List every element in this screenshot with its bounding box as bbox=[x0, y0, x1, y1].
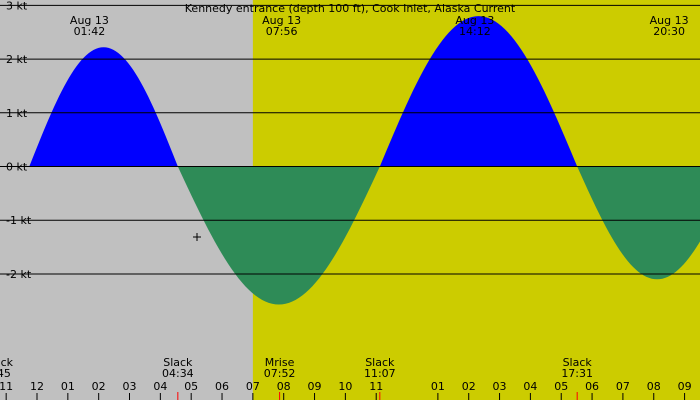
hour-tick-label: 09 bbox=[678, 380, 692, 393]
peak-date-label: Aug 13 bbox=[262, 14, 301, 27]
event-time-label: 17:31 bbox=[561, 367, 593, 380]
hour-tick-label: 01 bbox=[61, 380, 75, 393]
hour-tick-label: 01 bbox=[431, 380, 445, 393]
hour-tick-label: 04 bbox=[523, 380, 537, 393]
hour-tick-label: 02 bbox=[92, 380, 106, 393]
y-tick-label: 2 kt bbox=[6, 53, 28, 66]
hour-tick-label: 07 bbox=[616, 380, 630, 393]
hour-tick-label: 09 bbox=[308, 380, 322, 393]
peak-time-label: 07:56 bbox=[266, 25, 298, 38]
ebb-area bbox=[577, 166, 700, 280]
hour-tick-label: 03 bbox=[123, 380, 137, 393]
hour-tick-label: 06 bbox=[215, 380, 229, 393]
hour-tick-label: 11 bbox=[0, 380, 13, 393]
y-tick-label: 0 kt bbox=[6, 161, 28, 174]
y-tick-label: -2 kt bbox=[6, 268, 32, 281]
peak-date-label: Aug 13 bbox=[650, 14, 689, 27]
peak-date-label: Aug 13 bbox=[70, 14, 109, 27]
y-tick-label: 1 kt bbox=[6, 107, 28, 120]
hour-tick-label: 02 bbox=[462, 380, 476, 393]
event-time-label: 04:34 bbox=[162, 367, 194, 380]
hour-tick-label: 06 bbox=[585, 380, 599, 393]
hour-tick-label: 05 bbox=[554, 380, 568, 393]
hour-tick-label: 08 bbox=[277, 380, 291, 393]
chart-title: Kennedy entrance (depth 100 ft), Cook In… bbox=[185, 2, 516, 15]
cursor-crosshair bbox=[193, 233, 201, 241]
flood-area bbox=[29, 47, 178, 167]
event-time-label: 07:52 bbox=[264, 367, 296, 380]
hour-tick-label: 08 bbox=[647, 380, 661, 393]
hour-tick-label: 07 bbox=[246, 380, 260, 393]
event-name-label: Slack bbox=[365, 356, 395, 369]
event-time-label: 11:07 bbox=[364, 367, 396, 380]
hour-tick-label: 03 bbox=[493, 380, 507, 393]
hour-tick-label: 11 bbox=[369, 380, 383, 393]
y-tick-label: 3 kt bbox=[6, 0, 28, 12]
event-name-label: Slack bbox=[563, 356, 593, 369]
event-name-label: Mrise bbox=[265, 356, 295, 369]
ebb-area bbox=[177, 166, 380, 305]
hour-tick-label: 12 bbox=[30, 380, 44, 393]
peak-date-label: Aug 13 bbox=[455, 14, 494, 27]
peak-time-label: 20:30 bbox=[653, 25, 685, 38]
peak-time-label: 14:12 bbox=[459, 25, 491, 38]
peak-time-label: 01:42 bbox=[74, 25, 106, 38]
event-name-label: Slack bbox=[163, 356, 193, 369]
flood-area bbox=[379, 16, 578, 167]
event-time-label: 2:45 bbox=[0, 367, 11, 380]
hour-tick-label: 04 bbox=[153, 380, 167, 393]
event-name-label: Slack bbox=[0, 356, 14, 369]
hour-tick-label: 10 bbox=[338, 380, 352, 393]
y-tick-label: -1 kt bbox=[6, 214, 32, 227]
hour-tick-label: 05 bbox=[184, 380, 198, 393]
